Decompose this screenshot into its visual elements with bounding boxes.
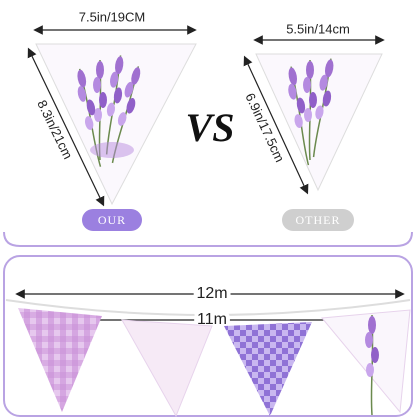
pennant: [321, 309, 411, 414]
pennant: [121, 319, 213, 418]
pennant: [18, 308, 102, 412]
badge-label: OTHER: [296, 213, 341, 227]
badge: [282, 209, 354, 231]
badge-label: OUR: [98, 213, 126, 227]
length-label: 11m: [197, 311, 227, 328]
length-label: 12m: [196, 285, 227, 302]
height-arrow: [243, 55, 309, 195]
width-label: 5.5in/14cm: [286, 21, 350, 36]
vs-label: VS: [186, 105, 235, 150]
string: [5, 299, 411, 316]
badge: [82, 209, 142, 231]
height-arrow: [27, 47, 105, 207]
top-border: [3, 231, 413, 247]
pennant: [224, 322, 312, 416]
width-label: 7.5in/19CM: [79, 9, 145, 24]
